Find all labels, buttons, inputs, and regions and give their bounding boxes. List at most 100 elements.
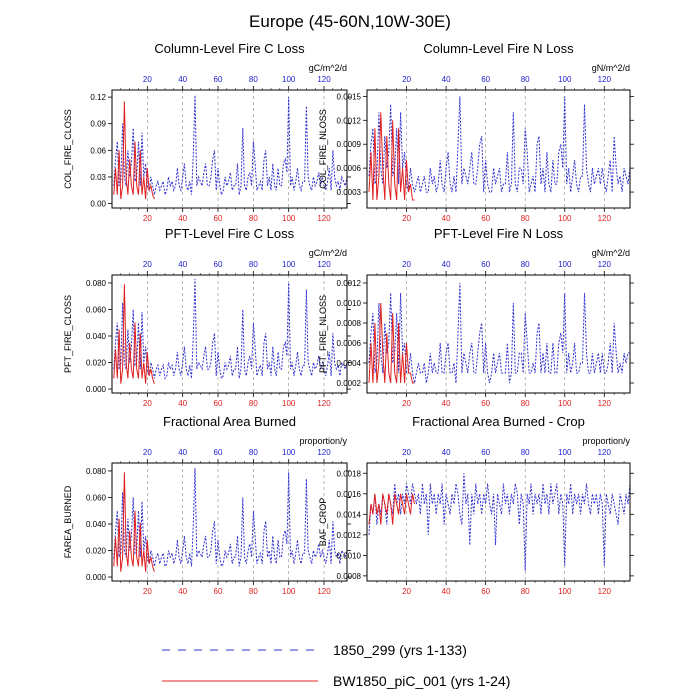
top-tick-label: 20 — [402, 260, 411, 269]
y-axis-label: COL_FIRE_NLOSS — [318, 109, 328, 189]
y-tick-label: 0.0006 — [337, 164, 362, 173]
y-axis-label: PFT_FIRE_CLOSS — [63, 295, 73, 373]
panel-1: Column-Level Fire C Loss gC/m^2/d COL_FIRE… — [63, 41, 351, 223]
y-axis-label: PFT_FIRE_NLOSS — [318, 295, 328, 373]
top-tick-label: 20 — [143, 75, 152, 84]
y-axis-label: FAREA_BURNED — [63, 485, 73, 558]
legend: 1850_299 (yrs 1-133) BW1850_piC_001 (yrs… — [162, 642, 510, 689]
y-axis-label: BAF_CROP — [318, 498, 328, 547]
top-tick-label: 120 — [317, 75, 331, 84]
panel-title: Fractional Area Burned — [163, 414, 296, 429]
top-tick-label: 20 — [143, 260, 152, 269]
bottom-tick-label: 60 — [481, 587, 490, 596]
top-tick-label: 40 — [442, 448, 451, 457]
panel-title: Column-Level Fire N Loss — [423, 41, 574, 56]
y-tick-label: 0.0010 — [337, 551, 362, 560]
bottom-tick-label: 120 — [598, 587, 612, 596]
y-tick-label: 0.00 — [90, 200, 106, 209]
top-tick-label: 120 — [317, 448, 331, 457]
top-tick-label: 60 — [214, 448, 223, 457]
legend-label-bw1850: BW1850_piC_001 (yrs 1-24) — [333, 673, 510, 689]
y-tick-label: 0.0018 — [337, 469, 362, 478]
bottom-tick-label: 40 — [442, 587, 451, 596]
y-tick-label: 0.0002 — [337, 379, 362, 388]
y-tick-label: 0.060 — [86, 305, 107, 314]
bottom-tick-label: 60 — [481, 399, 490, 408]
panel-6: Fractional Area Burned - Crop proportion/… — [318, 414, 634, 596]
figure-title: Europe (45-60N,10W-30E) — [249, 12, 451, 31]
top-tick-label: 80 — [521, 260, 530, 269]
bottom-tick-label: 20 — [402, 214, 411, 223]
panel-title: PFT-Level Fire N Loss — [434, 226, 564, 241]
bottom-tick-label: 120 — [317, 587, 331, 596]
top-tick-label: 100 — [282, 260, 296, 269]
bottom-tick-label: 20 — [402, 399, 411, 408]
y-tick-label: 0.0009 — [337, 140, 362, 149]
top-tick-label: 100 — [558, 448, 572, 457]
top-tick-label: 100 — [558, 75, 572, 84]
panels: Column-Level Fire C Loss gC/m^2/d COL_FIRE… — [63, 41, 634, 596]
bottom-tick-label: 20 — [143, 587, 152, 596]
panel-units: gN/m^2/d — [592, 63, 630, 73]
y-axis-label: COL_FIRE_CLOSS — [63, 109, 73, 189]
bottom-tick-label: 100 — [558, 214, 572, 223]
y-tick-label: 0.040 — [86, 332, 107, 341]
y-tick-label: 0.0012 — [337, 531, 362, 540]
panel-title: PFT-Level Fire C Loss — [165, 226, 295, 241]
top-tick-label: 80 — [521, 448, 530, 457]
y-tick-label: 0.0016 — [337, 490, 362, 499]
plot-frame — [366, 462, 631, 582]
top-tick-label: 60 — [481, 75, 490, 84]
y-tick-label: 0.060 — [86, 493, 107, 502]
y-tick-label: 0.12 — [90, 93, 106, 102]
bottom-tick-label: 100 — [282, 587, 296, 596]
top-tick-label: 20 — [143, 448, 152, 457]
bottom-tick-label: 80 — [249, 214, 258, 223]
panel-units: gC/m^2/d — [309, 248, 347, 258]
plot-frame — [366, 89, 631, 209]
y-tick-label: 0.080 — [86, 279, 107, 288]
bottom-tick-label: 80 — [521, 399, 530, 408]
y-tick-label: 0.0012 — [337, 279, 362, 288]
bottom-tick-label: 100 — [282, 399, 296, 408]
series-line-bw1850 — [368, 493, 415, 525]
y-tick-label: 0.080 — [86, 467, 107, 476]
y-tick-label: 0.03 — [90, 173, 106, 182]
y-tick-label: 0.000 — [86, 385, 107, 394]
top-tick-label: 120 — [598, 260, 612, 269]
top-tick-label: 80 — [521, 75, 530, 84]
panel-2: Column-Level Fire N Loss gN/m^2/d COL_FIRE… — [318, 41, 634, 223]
plot-frame — [111, 274, 348, 394]
top-tick-label: 40 — [178, 448, 187, 457]
bottom-tick-label: 40 — [178, 587, 187, 596]
top-tick-label: 60 — [214, 75, 223, 84]
bottom-tick-label: 120 — [317, 214, 331, 223]
top-tick-label: 120 — [598, 75, 612, 84]
bottom-tick-label: 120 — [317, 399, 331, 408]
y-tick-label: 0.0008 — [337, 572, 362, 581]
y-tick-label: 0.0006 — [337, 339, 362, 348]
series-line-bw1850 — [368, 302, 415, 384]
series-line-bw1850 — [113, 101, 155, 200]
series-line-1850-299 — [368, 282, 630, 384]
top-tick-label: 40 — [442, 260, 451, 269]
bottom-tick-label: 60 — [481, 214, 490, 223]
plot-frame — [111, 462, 348, 582]
panel-units: gN/m^2/d — [592, 248, 630, 258]
bottom-tick-label: 80 — [521, 214, 530, 223]
y-tick-label: 0.0008 — [337, 319, 362, 328]
panel-3: PFT-Level Fire C Loss gC/m^2/d PFT_FIRE_CL… — [63, 226, 351, 408]
plot-frame — [111, 89, 348, 209]
top-tick-label: 40 — [442, 75, 451, 84]
top-tick-label: 60 — [481, 260, 490, 269]
bottom-tick-label: 80 — [249, 399, 258, 408]
top-tick-label: 20 — [402, 75, 411, 84]
legend-label-1850-299: 1850_299 (yrs 1-133) — [333, 642, 467, 658]
bottom-tick-label: 40 — [178, 214, 187, 223]
bottom-tick-label: 60 — [214, 587, 223, 596]
top-tick-label: 120 — [317, 260, 331, 269]
top-tick-label: 80 — [249, 75, 258, 84]
panel-units: proportion/y — [582, 436, 630, 446]
bottom-tick-label: 80 — [521, 587, 530, 596]
